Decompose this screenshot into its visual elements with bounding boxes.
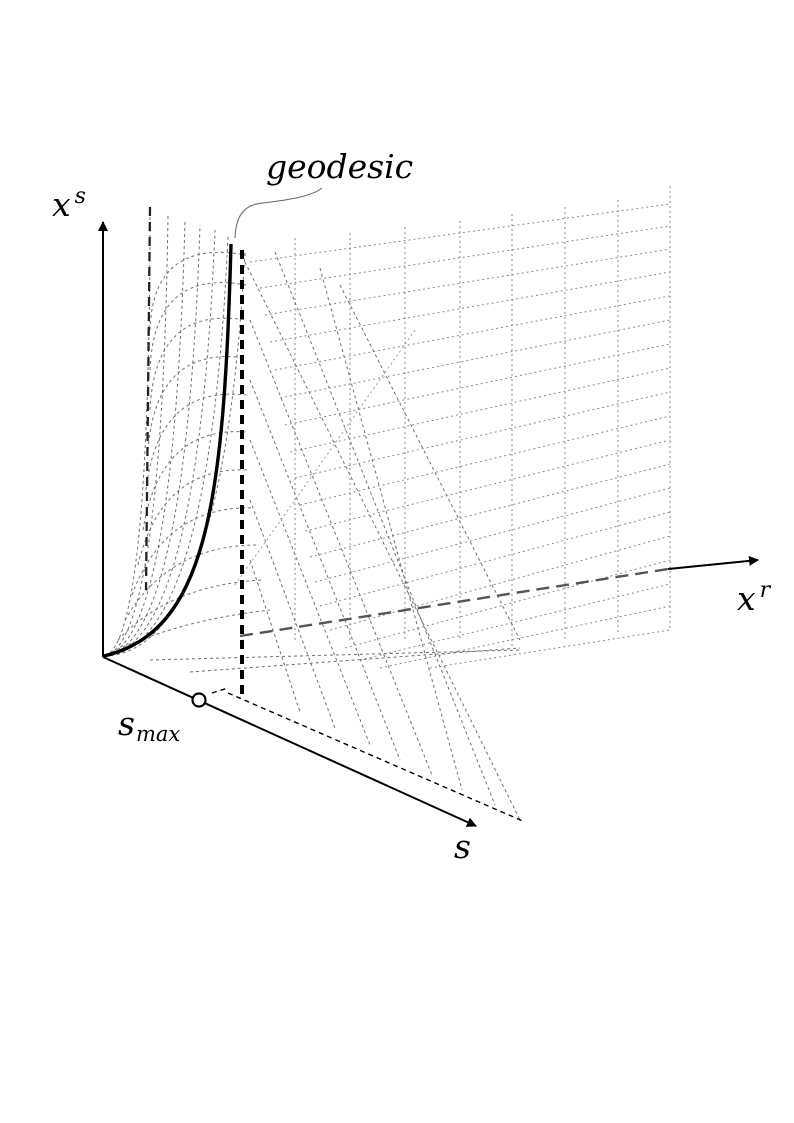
guide-lines <box>144 206 669 823</box>
smax-label: smax <box>118 704 180 746</box>
converging-grid <box>104 209 521 821</box>
front-axis <box>102 656 477 827</box>
smax-marker <box>191 692 207 708</box>
diagonal-reference-line <box>234 329 416 586</box>
geodesic-curve <box>103 243 233 658</box>
axes <box>98 221 759 827</box>
sheet-grid <box>249 186 671 669</box>
right-axis <box>667 555 759 570</box>
geodesic-label: geodesic <box>266 147 413 186</box>
front-axis-label: s <box>454 827 471 866</box>
geodesic-leader-line <box>234 187 323 239</box>
